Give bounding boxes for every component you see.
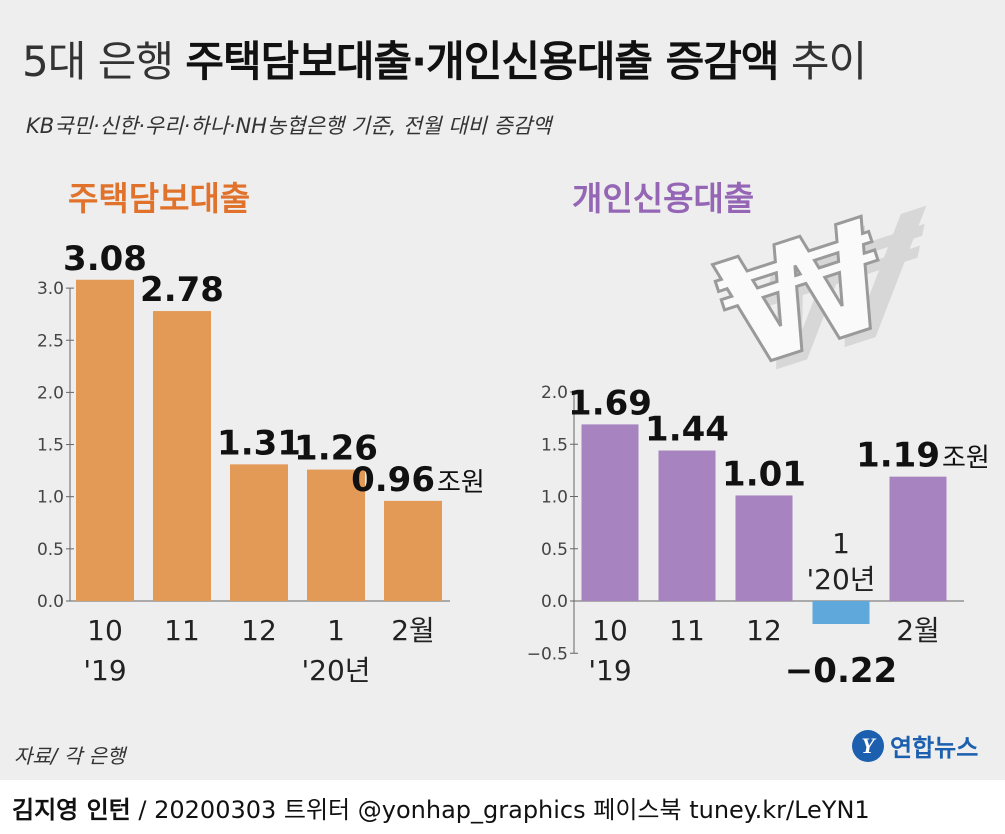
bar	[307, 469, 365, 601]
x-tick-label: 10	[592, 614, 628, 647]
bar-value-label: −0.22	[785, 651, 897, 691]
x-tick-label: 1	[832, 527, 850, 560]
y-tick-label: 0.5	[37, 540, 64, 560]
x-tick-sublabel: '20년	[806, 563, 875, 596]
bar-value-label: 1.31	[217, 423, 301, 463]
x-tick-label: 11	[669, 614, 705, 647]
credit-chart-title: 개인신용대출	[572, 179, 755, 218]
title-prefix: 5대 은행	[22, 37, 186, 86]
bar	[384, 500, 442, 601]
bar-value-label: 2.78	[140, 270, 224, 310]
x-tick-sublabel: '19	[588, 654, 631, 687]
bar-value-label: 0.96	[351, 460, 435, 500]
x-tick-label: 10	[87, 614, 123, 647]
bar-value-label: 1.44	[645, 410, 729, 450]
y-tick-label: 0.0	[541, 592, 568, 612]
x-tick-sublabel: '19	[83, 654, 126, 687]
bar-value-label: 1.01	[722, 454, 806, 494]
source-note: 자료/ 각 은행	[14, 744, 126, 768]
bar	[658, 450, 716, 601]
mortgage-chart-title: 주택담보대출	[68, 179, 251, 218]
y-tick-label: 2.0	[37, 383, 64, 403]
bar-value-label: 1.19	[856, 436, 940, 476]
y-tick-label: 1.5	[37, 436, 64, 456]
y-tick-label: 1.0	[37, 488, 64, 508]
chart-area: ₩ ₩ 0.00.51.01.52.02.53.03.0810'192.7811…	[37, 172, 990, 691]
y-tick-label: 2.5	[37, 331, 64, 351]
bar	[889, 476, 947, 601]
footer-credit: 김지영 인턴 / 20200303 트위터 @yonhap_graphics 페…	[12, 790, 870, 825]
footer-author: 김지영 인턴	[12, 796, 131, 824]
y-tick-label: 0.5	[541, 540, 568, 560]
bar-value-label: 3.08	[63, 239, 147, 279]
footer-rest: / 20200303 트위터 @yonhap_graphics 페이스북 tun…	[130, 796, 870, 824]
x-tick-label: 12	[746, 614, 782, 647]
y-tick-label: 1.5	[541, 435, 568, 455]
won-icon: ₩ ₩	[698, 172, 938, 420]
unit-label: 조원	[437, 468, 485, 498]
logo-mark: Y	[852, 729, 884, 762]
title-main: 주택담보대출·개인신용대출 증감액	[185, 37, 779, 86]
bar	[581, 424, 639, 601]
bar	[230, 464, 288, 601]
y-tick-label: 0.0	[37, 592, 64, 612]
bar	[735, 495, 793, 601]
unit-label: 조원	[942, 444, 990, 474]
x-tick-label: 12	[241, 614, 277, 647]
bar-value-label: 1.69	[568, 383, 652, 423]
x-tick-label: 2월	[391, 614, 435, 647]
logo-text: 연합뉴스	[890, 734, 979, 762]
x-tick-label: 11	[164, 614, 200, 647]
subtitle: KB국민·신한·우리·하나·NH농협은행 기준, 전월 대비 증감액	[26, 114, 552, 138]
bar	[76, 279, 134, 601]
x-tick-sublabel: '20년	[301, 654, 370, 687]
bar-value-label: 1.26	[294, 429, 378, 469]
y-tick-label: −0.5	[527, 644, 568, 664]
title-suffix: 추이	[778, 37, 867, 86]
yonhap-logo: Y 연합뉴스	[852, 728, 978, 763]
y-tick-label: 3.0	[37, 279, 64, 299]
x-tick-label: 2월	[896, 614, 940, 647]
x-tick-label: 1	[327, 614, 345, 647]
page-title: 5대 은행 주택담보대출·개인신용대출 증감액 추이	[22, 28, 867, 89]
bar	[812, 601, 870, 624]
y-tick-label: 2.0	[541, 383, 568, 403]
y-tick-label: 1.0	[541, 488, 568, 508]
bar	[153, 311, 211, 601]
